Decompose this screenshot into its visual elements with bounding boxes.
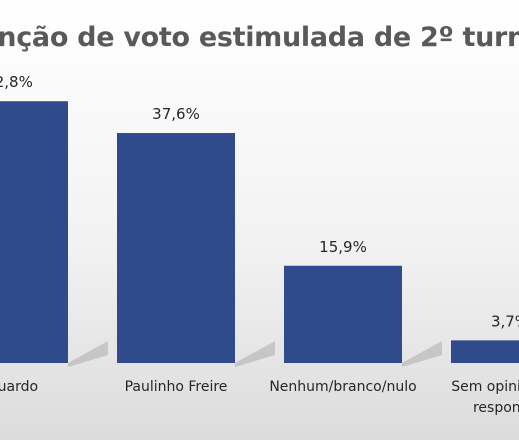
category-label-2: Nenhum/branco/nulo bbox=[269, 379, 416, 395]
data-label-0: 42,8% bbox=[0, 73, 33, 91]
chart-title: Intenção de voto estimulada de 2º turno bbox=[0, 22, 519, 53]
bar-0 bbox=[0, 101, 68, 363]
category-label-0: Eduardo bbox=[0, 379, 38, 395]
data-label-3: 3,7% bbox=[491, 312, 519, 330]
category-label-1: Paulinho Freire bbox=[125, 379, 228, 395]
bar-shadow bbox=[68, 341, 108, 367]
bar-shadow bbox=[235, 341, 275, 367]
bar-2 bbox=[284, 265, 402, 363]
bar-shadow bbox=[402, 341, 442, 367]
data-label-2: 15,9% bbox=[319, 238, 367, 256]
category-label-3-line-0: Sem opinião/não bbox=[451, 379, 519, 395]
bar-3 bbox=[451, 340, 519, 363]
category-label-3-line-1: respondeu bbox=[473, 400, 519, 416]
bar-1 bbox=[117, 133, 235, 363]
data-label-1: 37,6% bbox=[152, 105, 200, 123]
